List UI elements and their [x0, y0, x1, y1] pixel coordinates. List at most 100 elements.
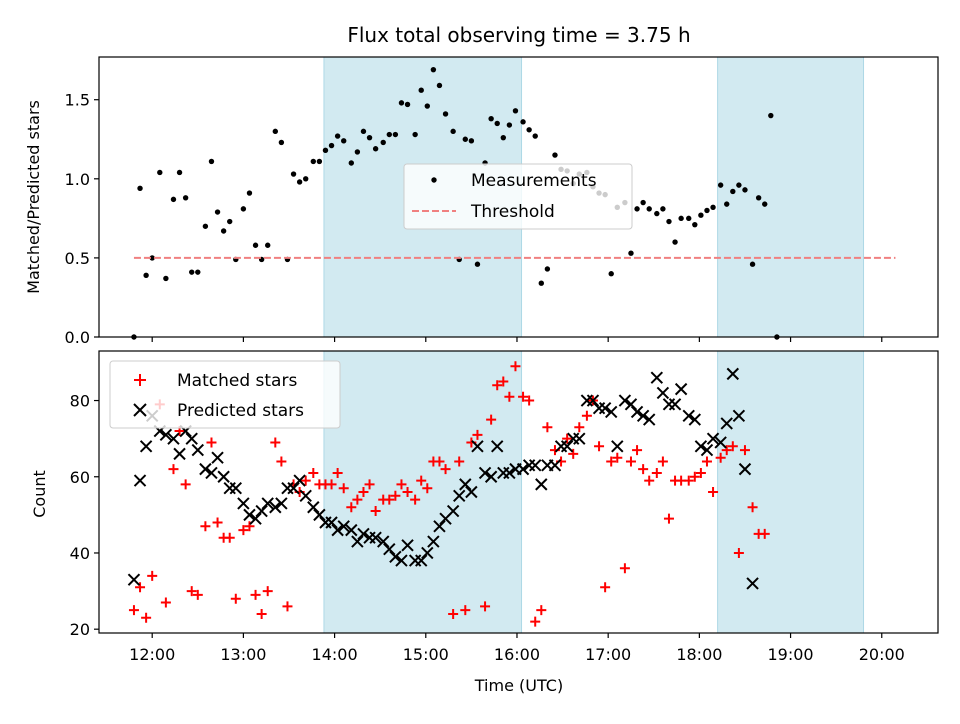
predicted-star-point [605, 405, 618, 419]
predicted-star-point [217, 470, 230, 483]
legend-matched-label: Matched stars [177, 371, 297, 391]
bottom-x-tick-label: 19:00 [768, 645, 814, 664]
matched-star-point [338, 483, 349, 494]
matched-star-point [230, 593, 241, 604]
predicted-star-point [395, 554, 408, 567]
measurement-point [296, 179, 303, 185]
measurement-point [354, 149, 361, 155]
predicted-star-point [307, 501, 320, 514]
matched-star-point [238, 525, 249, 536]
chart-title: Flux total observing time = 3.75 h [347, 23, 690, 47]
matched-star-point [180, 479, 191, 490]
measurement-point [442, 111, 449, 117]
predicted-star-point [630, 405, 644, 419]
predicted-star-point [211, 451, 224, 464]
measurement-point [310, 158, 317, 165]
matched-star-point [332, 467, 343, 478]
bottom-shaded-interval [323, 350, 523, 634]
measurement-point [532, 133, 538, 139]
predicted-star-point [529, 459, 542, 472]
predicted-star-point [656, 386, 670, 400]
matched-star-point [568, 448, 579, 459]
predicted-star-point [636, 409, 650, 422]
measurement-point [380, 139, 386, 146]
matched-star-point [683, 475, 694, 486]
measurement-point [137, 185, 143, 191]
predicted-star-point [325, 516, 338, 529]
bottom-x-tick-label: 18:00 [676, 645, 722, 664]
predicted-star-point [478, 466, 492, 480]
matched-star-point [632, 445, 643, 456]
bottom-x-tick-label: 13:00 [220, 645, 266, 664]
measurement-point [328, 142, 335, 149]
predicted-star-point [471, 440, 484, 453]
predicted-star-point [453, 489, 466, 503]
measurement-point [710, 204, 716, 210]
measurement-point [195, 269, 201, 275]
matched-star-point [352, 494, 363, 505]
matched-star-point [472, 429, 483, 440]
predicted-star-point [516, 462, 530, 476]
predicted-star-point [714, 436, 727, 449]
bottom-shaded-interval [717, 350, 865, 634]
matched-star-point [141, 612, 152, 623]
measurement-point [252, 242, 259, 248]
predicted-star-point [401, 539, 414, 552]
top-axes: 0.0 0.5 1.0 1.5 [65, 56, 939, 347]
matched-star-point [574, 422, 585, 433]
measurement-point [149, 255, 155, 261]
predicted-star-point [199, 462, 212, 476]
measurement-point [526, 127, 532, 133]
matched-star-point [282, 601, 293, 612]
measurement-point [265, 242, 271, 248]
bottom-legend: Matched stars Predicted stars [109, 360, 341, 429]
measurement-point [634, 206, 640, 212]
matched-star-point [536, 605, 547, 616]
matched-star-point [250, 589, 261, 600]
predicted-star-point [249, 512, 262, 525]
matched-star-point [262, 586, 273, 597]
matched-star-point [594, 441, 605, 452]
measurement-point [500, 134, 507, 141]
bottom-x-tick-label: 12:00 [129, 645, 175, 664]
matched-star-point [657, 456, 668, 467]
matched-star-point [224, 532, 235, 543]
measurement-point [220, 228, 227, 234]
predicted-star-point [287, 481, 300, 495]
top-axes-frame [98, 56, 939, 338]
predicted-star-point [433, 520, 446, 533]
matched-star-point [168, 464, 179, 475]
measurement-point [240, 206, 247, 212]
predicted-star-point [133, 474, 147, 487]
measurement-point [430, 66, 437, 73]
predicted-star-point [535, 478, 548, 491]
predicted-star-point [491, 440, 504, 453]
measurement-point [278, 139, 285, 146]
predicted-star-point [415, 554, 428, 567]
measurement-point [552, 152, 558, 158]
matched-star-point [206, 437, 217, 448]
predicted-star-point [281, 481, 294, 495]
bottom-x-tick-label: 15:00 [403, 645, 449, 664]
matched-star-point [733, 547, 744, 558]
top-legend-box [403, 163, 633, 230]
matched-star-point [276, 456, 287, 467]
top-y-tick-label: 0.0 [65, 328, 90, 347]
matched-star-point [370, 506, 381, 517]
predicted-star-point [586, 394, 600, 407]
predicted-star-point [668, 398, 682, 411]
predicted-star-point [688, 413, 702, 426]
matched-star-point [504, 391, 515, 402]
measurement-point [208, 158, 215, 165]
legend-threshold-label: Threshold [470, 202, 555, 222]
matched-star-point [270, 437, 281, 448]
measurement-point [654, 210, 660, 217]
predicted-star-point [522, 459, 536, 472]
predicted-star-point [127, 573, 141, 586]
predicted-star-point [465, 485, 478, 499]
bottom-y-tick-label: 80 [70, 392, 90, 411]
predicted-star-point [275, 497, 288, 510]
predicted-star-point [682, 409, 695, 422]
measurement-point [468, 138, 475, 144]
predicted-star-point [139, 440, 153, 453]
